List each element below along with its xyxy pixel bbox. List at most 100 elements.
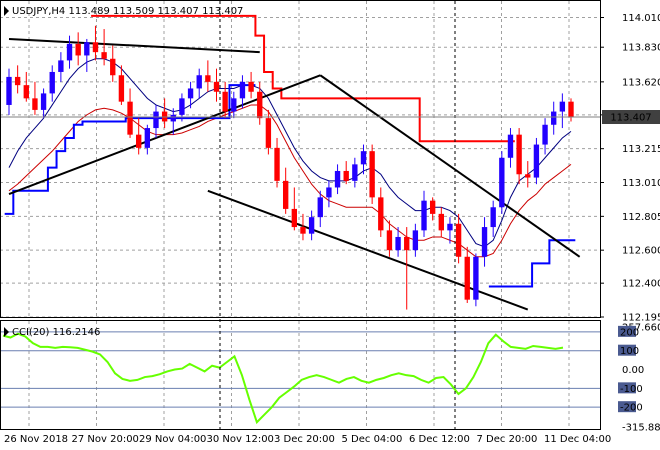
candle-body	[317, 197, 323, 218]
bearish-candle	[75, 32, 81, 66]
cci-level-badge	[618, 401, 636, 413]
bearish-candle	[136, 118, 142, 155]
price-tick-label: 112.400	[622, 279, 660, 290]
price-badge: 113.407	[602, 110, 660, 125]
bearish-candle	[516, 128, 522, 185]
bearish-candle	[525, 161, 531, 188]
candle-body	[438, 213, 444, 231]
bullish-candle	[40, 88, 47, 119]
candle-body	[326, 187, 332, 198]
candle-body	[32, 98, 38, 110]
candle-body	[179, 98, 185, 115]
candle-body	[490, 207, 496, 228]
candle-body	[334, 170, 341, 188]
collapse-arrow-icon[interactable]	[4, 6, 9, 16]
candle-body	[291, 208, 298, 228]
cci-tick-label: -100	[620, 384, 643, 395]
bullish-candle	[317, 190, 323, 228]
bearish-candle	[127, 88, 133, 138]
bearish-candle	[464, 246, 470, 303]
candle-body	[84, 42, 90, 56]
candle-body	[187, 88, 194, 99]
bullish-candle	[447, 217, 453, 244]
candle-body	[542, 124, 548, 145]
bearish-candle	[23, 71, 29, 102]
cci-gridlines	[28, 321, 570, 429]
bullish-candle	[334, 164, 341, 195]
bearish-candle	[205, 60, 211, 92]
candle-body	[343, 170, 349, 181]
candle-body	[404, 236, 410, 251]
cci-tick-label: -315.8855	[622, 423, 660, 434]
x-axis-ticks: 26 Nov 2018 27 Nov 20:00 29 Nov 04:00 30 No…	[4, 434, 611, 445]
bullish-candle	[533, 137, 540, 185]
bullish-candle	[187, 81, 194, 109]
cci-tick-label: 100	[620, 346, 639, 357]
bearish-candle	[213, 68, 220, 102]
bullish-candle	[66, 35, 73, 69]
price-pane-border	[0, 0, 601, 318]
bearish-candle	[300, 213, 306, 241]
trend-line	[8, 74, 321, 195]
bullish-candle	[421, 190, 427, 237]
candle-body	[386, 230, 393, 251]
bullish-candle	[499, 151, 505, 214]
candle-body	[447, 223, 453, 231]
bullish-candle	[239, 75, 246, 109]
cci-tick-label: 200	[620, 327, 639, 338]
bearish-candle	[118, 65, 125, 105]
bullish-candle	[481, 217, 488, 267]
price-badge-label: 113.407	[610, 113, 651, 124]
candle-body	[308, 217, 315, 234]
bearish-candle	[161, 98, 168, 129]
trend-line	[8, 37, 260, 54]
bearish-candle	[386, 220, 393, 257]
bearish-candle	[378, 187, 384, 237]
candle-body	[360, 151, 367, 165]
bullish-candle	[326, 180, 332, 208]
candle-body	[551, 111, 557, 125]
trend-line	[319, 74, 581, 258]
candle-body	[257, 91, 263, 119]
ma-fast-line	[8, 58, 572, 248]
candle-body	[464, 256, 470, 300]
moving-average-lines	[8, 58, 572, 258]
candle-body	[153, 111, 159, 129]
bearish-candle	[274, 137, 280, 188]
bullish-candle	[507, 128, 514, 168]
candle-body	[369, 151, 375, 198]
bearish-candle	[455, 213, 462, 264]
candle-body	[473, 256, 479, 300]
candle-body	[110, 58, 116, 76]
candle-body	[92, 42, 99, 53]
candle-body	[481, 227, 488, 257]
candle-body	[533, 144, 540, 178]
chart-header: USDJPY,H4 113.489 113.509 113.407 113.40…	[4, 6, 243, 338]
candle-body	[282, 180, 289, 209]
candle-body	[429, 200, 436, 214]
trend-lines	[8, 37, 581, 311]
bearish-candle	[343, 161, 349, 185]
price-tick-label: 112.805	[622, 212, 660, 223]
bullish-candle	[490, 200, 496, 237]
price-tick-label: 113.830	[622, 43, 660, 54]
candle-body	[231, 98, 237, 112]
cci-collapse-arrow-icon[interactable]	[4, 327, 9, 337]
candle-body	[516, 134, 522, 175]
time-tick-label: 3 Dec 20:00	[274, 434, 335, 445]
bullish-candle	[170, 108, 176, 135]
candle-body	[525, 174, 531, 178]
candle-body	[23, 85, 29, 99]
candle-body	[412, 230, 419, 251]
candle-body	[395, 236, 401, 251]
cci-tick-label: -200	[620, 403, 643, 414]
bearish-candle	[257, 81, 263, 125]
candle-body	[66, 43, 73, 61]
price-tick-label: 112.600	[622, 246, 660, 257]
price-tick-label: 112.195	[622, 313, 660, 324]
candle-body	[144, 128, 151, 148]
bullish-candle	[360, 144, 367, 175]
price-tick-label: 113.215	[622, 144, 660, 155]
bullish-candle	[144, 124, 151, 155]
cci-tick-label: 257.6604	[622, 323, 660, 334]
